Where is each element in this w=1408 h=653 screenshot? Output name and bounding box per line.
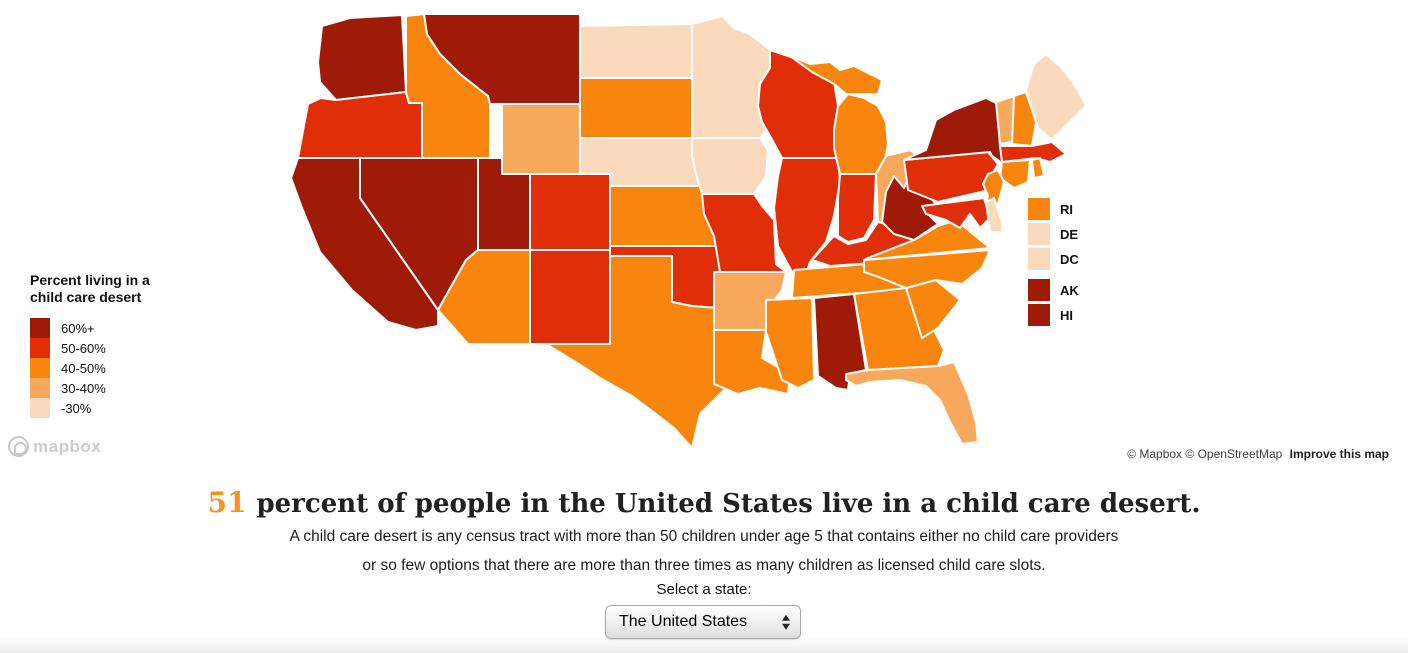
mapbox-logo-icon	[8, 436, 29, 457]
swatch-HI[interactable]	[1028, 304, 1050, 326]
legend-label: 50-60%	[61, 340, 106, 356]
select-arrows-icon	[782, 614, 790, 630]
state-OR[interactable]	[297, 91, 423, 159]
state-MI-upper[interactable]	[789, 55, 883, 95]
small-state-item-AK: AK	[1028, 279, 1079, 301]
legend-swatch-40-50	[30, 358, 50, 378]
mapbox-attribution-link[interactable]: © Mapbox	[1127, 447, 1183, 461]
improve-this-map-link[interactable]: Improve this map	[1289, 447, 1389, 461]
description-line-2: or so few options that there are more th…	[362, 557, 1046, 574]
legend-item: 60%+	[30, 318, 150, 338]
osm-attribution-link[interactable]: © OpenStreetMap	[1185, 447, 1283, 461]
state-TX[interactable]	[545, 255, 753, 449]
state-select-value: The United States	[619, 613, 748, 630]
legend-swatch-50-60	[30, 338, 50, 358]
us-choropleth-map	[290, 13, 1087, 449]
swatch-AK[interactable]	[1028, 279, 1050, 301]
swatch-RI[interactable]	[1028, 198, 1050, 220]
legend-item: -30%	[30, 398, 150, 418]
small-state-legend: RI DE DC AK HI	[1028, 198, 1079, 329]
mapbox-logo-text: mapbox	[33, 436, 102, 456]
state-DE[interactable]	[985, 197, 1003, 233]
state-WY[interactable]	[501, 103, 581, 175]
legend-title: Percent living in a child care desert	[30, 272, 150, 305]
map-legend: Percent living in a child care desert 60…	[30, 272, 150, 418]
small-state-item-HI: HI	[1028, 304, 1079, 326]
small-state-item-DC: DC	[1028, 248, 1079, 270]
state-WA[interactable]	[317, 14, 407, 101]
map-attribution: © Mapbox © OpenStreetMap Improve this ma…	[1127, 447, 1389, 461]
state-MN[interactable]	[691, 15, 771, 139]
select-a-state-label: Select a state:	[656, 581, 752, 598]
legend-item: 30-40%	[30, 378, 150, 398]
small-state-label: HI	[1060, 307, 1073, 323]
small-state-label: DC	[1060, 251, 1079, 267]
state-NC[interactable]	[863, 249, 991, 289]
headline-text: percent of people in the United States l…	[256, 489, 1201, 519]
legend-label: 40-50%	[61, 360, 106, 376]
small-state-item-DE: DE	[1028, 223, 1079, 245]
state-select[interactable]: The United States	[605, 605, 801, 639]
state-LA[interactable]	[713, 329, 791, 395]
description: A child care desert is any census tract …	[0, 522, 1408, 580]
legend-item: 40-50%	[30, 358, 150, 378]
headline: 51 percent of people in the United States…	[0, 486, 1408, 519]
legend-item: 50-60%	[30, 338, 150, 358]
state-CO[interactable]	[529, 173, 611, 251]
small-state-label: DE	[1060, 226, 1079, 242]
description-line-1: A child care desert is any census tract …	[289, 528, 1119, 545]
legend-swatch-30-40	[30, 378, 50, 398]
legend-label: 60%+	[61, 320, 95, 336]
legend-label: -30%	[61, 400, 92, 416]
small-state-label: RI	[1060, 201, 1073, 217]
state-FL[interactable]	[845, 361, 979, 445]
state-MO[interactable]	[701, 193, 787, 273]
state-RI[interactable]	[1031, 157, 1045, 179]
small-state-item-RI: RI	[1028, 198, 1079, 220]
mapbox-logo[interactable]: mapbox	[8, 436, 101, 457]
legend-swatch-under30	[30, 398, 50, 418]
state-ME[interactable]	[1025, 53, 1087, 141]
bottom-fade	[0, 635, 1408, 653]
state-IA[interactable]	[691, 137, 769, 195]
state-SD[interactable]	[579, 77, 699, 139]
swatch-DE[interactable]	[1028, 223, 1050, 245]
stat-value: 51	[207, 486, 247, 519]
swatch-DC[interactable]	[1028, 248, 1050, 270]
state-MI[interactable]	[833, 93, 889, 175]
small-state-label: AK	[1060, 282, 1079, 298]
state-NM[interactable]	[529, 249, 611, 345]
legend-label: 30-40%	[61, 380, 106, 396]
state-MS[interactable]	[765, 297, 815, 389]
state-select-wrap: The United States	[605, 605, 801, 639]
state-ND[interactable]	[579, 23, 693, 79]
legend-swatch-60plus	[30, 318, 50, 338]
